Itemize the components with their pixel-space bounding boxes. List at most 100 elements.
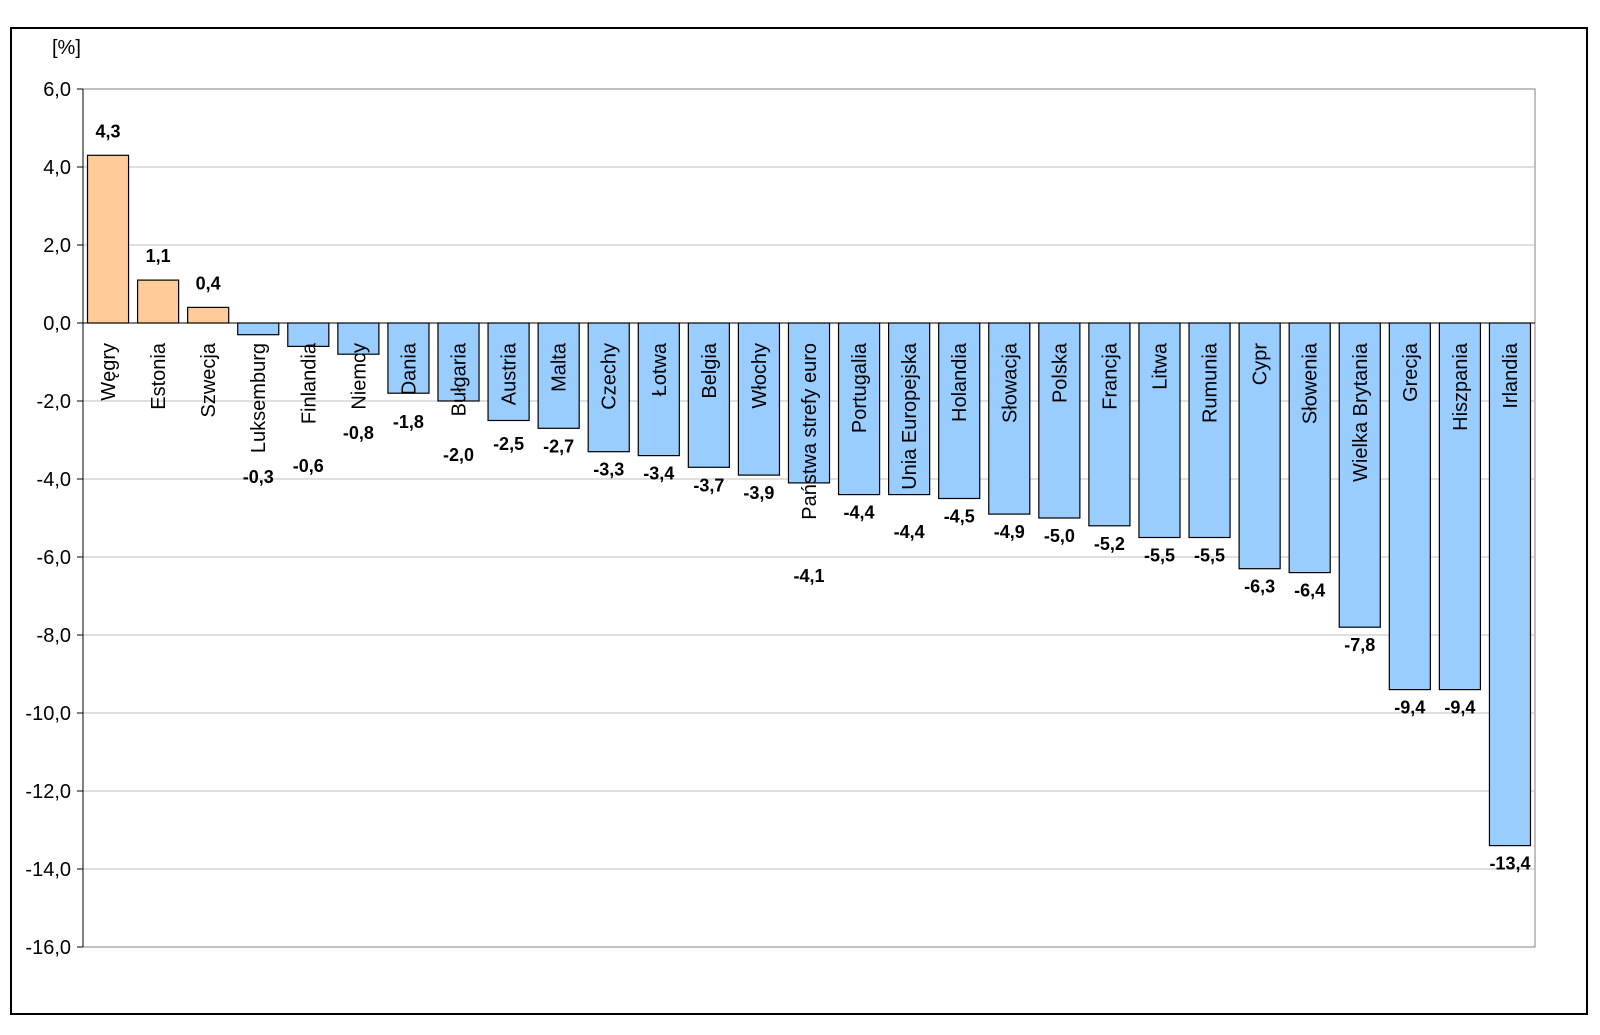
data-label: -4,9 [994, 522, 1025, 542]
bars [86, 154, 1532, 847]
y-axis: 6,0 4,0 2,0 0,0 -2,0 -4,0 -6,0 -8,0 -10,0 -12,0 -1… [25, 79, 84, 959]
y-tick-label: 6,0 [43, 79, 71, 101]
y-tick-label: 2,0 [43, 235, 71, 257]
category-label: Węgry [98, 343, 120, 401]
y-tick-label: -6,0 [37, 547, 71, 569]
y-tick-label: -16,0 [25, 937, 71, 959]
y-tick-label: -4,0 [37, 469, 71, 491]
bar [587, 322, 630, 453]
bar [1188, 322, 1231, 539]
data-label: -9,4 [1444, 698, 1475, 718]
y-tick-label: -2,0 [37, 391, 71, 413]
data-label: -2,7 [543, 436, 574, 456]
category-label: Malta [549, 342, 571, 392]
y-axis-unit-label: [%] [52, 37, 81, 59]
category-label: Państwa strefy euro [799, 343, 821, 520]
bar [1238, 322, 1281, 570]
category-label: Unia Europejska [899, 342, 921, 490]
data-label: -3,3 [593, 460, 624, 480]
bar [637, 322, 680, 457]
category-label: Francja [1099, 342, 1121, 410]
data-label: -3,4 [643, 464, 674, 484]
data-label: -4,1 [793, 566, 824, 586]
category-label: Łotwa [649, 342, 671, 396]
data-label: -4,4 [894, 522, 925, 542]
category-label: Polska [1049, 342, 1071, 403]
bar [187, 306, 230, 324]
data-label: -7,8 [1344, 635, 1375, 655]
category-label: Niemcy [348, 343, 370, 410]
bar [537, 322, 580, 429]
category-label: Cypr [1250, 343, 1272, 386]
category-label: Słowacja [999, 342, 1021, 423]
bar [938, 322, 981, 500]
bar [737, 322, 781, 476]
data-label: -2,0 [443, 445, 474, 465]
category-label: Czechy [599, 343, 621, 410]
data-label: -5,2 [1094, 534, 1125, 554]
category-label: Estonia [148, 342, 170, 410]
bar [86, 154, 130, 324]
data-label: -9,4 [1394, 698, 1425, 718]
data-label: -5,0 [1044, 526, 1075, 546]
category-label: Austria [499, 342, 521, 405]
bar [1338, 322, 1381, 628]
category-label: Włochy [749, 343, 771, 409]
data-label: -6,3 [1244, 577, 1275, 597]
category-label: Finlandia [298, 342, 320, 424]
bar [1488, 322, 1532, 847]
bar [1138, 322, 1181, 539]
bar [287, 322, 330, 347]
y-tick-label: -14,0 [25, 859, 71, 881]
bar [1388, 322, 1431, 691]
category-label: Holandia [949, 342, 971, 422]
bar [387, 322, 430, 394]
category-label: Hiszpania [1450, 342, 1472, 431]
data-label: -4,4 [844, 503, 875, 523]
y-tick-label: 0,0 [43, 313, 71, 335]
bar [337, 322, 380, 355]
bar [1088, 322, 1131, 527]
y-tick-label: -8,0 [37, 625, 71, 647]
category-label: Luksemburg [248, 343, 270, 453]
category-label: Bułgaria [449, 342, 471, 416]
data-label: -6,4 [1294, 581, 1325, 601]
data-label: -3,9 [743, 483, 774, 503]
data-label: -2,5 [493, 434, 524, 454]
bar [136, 279, 180, 324]
data-label: -1,8 [393, 412, 424, 432]
data-label: 0,4 [196, 273, 221, 293]
data-label: -5,5 [1194, 546, 1225, 566]
category-label: Portugalia [849, 342, 871, 433]
y-tick-label: -10,0 [25, 703, 71, 725]
y-tick-label: 4,0 [43, 157, 71, 179]
bar [888, 322, 931, 496]
bar [487, 322, 530, 422]
data-labels: 4,3 1,1 0,4 -0,3 -0,6 -0,8 -1,8 -2,0 -2,5 -2,7 -3,… [96, 121, 1531, 873]
data-label: -4,5 [944, 507, 975, 527]
bar [1438, 322, 1482, 691]
data-label: -13,4 [1489, 854, 1530, 874]
bar [1038, 322, 1081, 519]
bar [837, 322, 881, 496]
bar [687, 322, 730, 468]
bar [1288, 322, 1331, 574]
category-label: Litwa [1149, 342, 1171, 390]
data-label: -3,7 [693, 475, 724, 495]
data-label: -0,3 [243, 467, 274, 487]
category-labels: Węgry Estonia Szwecja Luksemburg Finlandia Ni… [98, 342, 1522, 520]
data-label: -5,5 [1144, 546, 1175, 566]
category-label: Rumunia [1200, 342, 1222, 423]
category-label: Grecja [1400, 342, 1422, 402]
category-label: Irlandia [1500, 342, 1522, 408]
y-tick-label: -12,0 [25, 781, 71, 803]
data-label: 4,3 [96, 121, 121, 141]
category-label: Wielka Brytania [1350, 342, 1372, 482]
bar [787, 322, 831, 484]
data-label: -0,6 [293, 456, 324, 476]
data-label: -0,8 [343, 423, 374, 443]
bar [437, 322, 480, 402]
category-label: Belgia [699, 342, 721, 398]
category-label: Słowenia [1300, 342, 1322, 424]
